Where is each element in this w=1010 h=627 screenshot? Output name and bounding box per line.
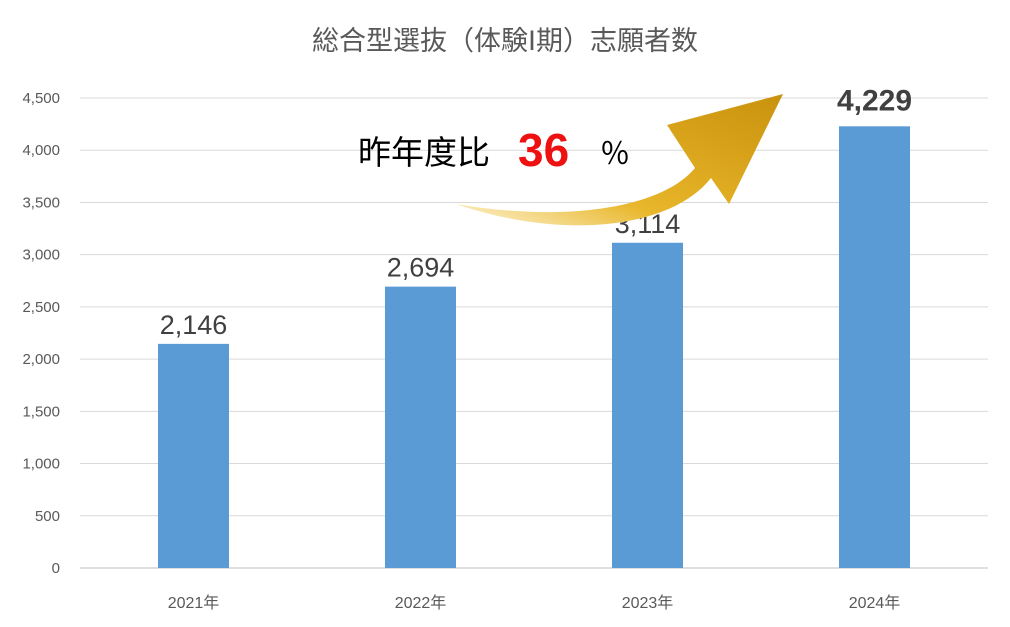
y-tick-label: 0 bbox=[52, 560, 60, 577]
x-tick-label: 2022年 bbox=[395, 594, 447, 612]
bar bbox=[385, 286, 456, 568]
data-label: 2,694 bbox=[387, 253, 455, 283]
x-axis: 2021年 2022年 2023年 2024年 bbox=[168, 594, 901, 612]
y-tick-label: 4,000 bbox=[22, 142, 60, 159]
data-label: 4,229 bbox=[837, 84, 912, 117]
y-tick-label: 2,000 bbox=[22, 351, 60, 368]
bar bbox=[839, 126, 910, 568]
bar bbox=[158, 343, 229, 568]
bars bbox=[158, 126, 910, 568]
y-tick-label: 4,500 bbox=[22, 90, 60, 107]
y-tick-label: 2,500 bbox=[22, 299, 60, 316]
x-tick-label: 2024年 bbox=[849, 594, 901, 612]
growth-unit: ％ bbox=[600, 138, 630, 171]
x-tick-label: 2023年 bbox=[622, 594, 674, 612]
chart-title: 総合型選抜（体験Ⅰ期）志願者数 bbox=[312, 26, 698, 57]
y-tick-label: 500 bbox=[35, 508, 60, 525]
y-tick-label: 1,000 bbox=[22, 456, 60, 473]
y-tick-label: 1,500 bbox=[22, 403, 60, 420]
gridlines bbox=[80, 97, 988, 569]
growth-label: 昨年度比 bbox=[358, 133, 490, 172]
growth-arrow-icon bbox=[456, 94, 783, 226]
y-tick-label: 3,500 bbox=[22, 194, 60, 211]
y-tick-label: 3,000 bbox=[22, 247, 60, 264]
bar bbox=[612, 242, 683, 568]
x-tick-label: 2021年 bbox=[168, 594, 220, 612]
growth-annotation: 昨年度比 36 ％ bbox=[358, 94, 783, 226]
y-axis: 0 500 1,000 1,500 2,000 2,500 3,000 3,500 4,000 4… bbox=[22, 90, 60, 577]
data-label: 2,146 bbox=[160, 310, 228, 340]
growth-value: 36 bbox=[518, 124, 569, 176]
